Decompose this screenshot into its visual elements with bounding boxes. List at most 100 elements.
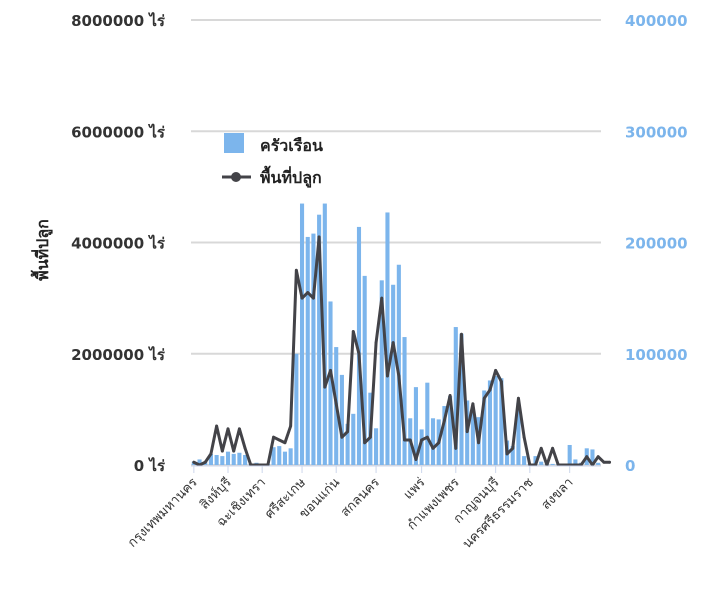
bar[interactable] — [328, 301, 333, 465]
line-point[interactable] — [289, 424, 293, 428]
bar[interactable] — [448, 396, 453, 465]
line-point[interactable] — [596, 455, 600, 459]
line-point[interactable] — [283, 441, 287, 445]
line-point[interactable] — [494, 369, 498, 372]
bar[interactable] — [299, 203, 305, 465]
bar[interactable] — [339, 374, 344, 465]
bar[interactable] — [231, 453, 236, 466]
line-point[interactable] — [431, 446, 435, 450]
line-point[interactable] — [425, 435, 429, 439]
line-point[interactable] — [317, 235, 321, 239]
bar[interactable] — [208, 453, 213, 466]
line-point[interactable] — [340, 435, 344, 439]
line-point[interactable] — [243, 446, 247, 450]
line-point[interactable] — [203, 460, 207, 464]
bar[interactable] — [567, 444, 572, 465]
bar[interactable] — [487, 380, 493, 465]
bar[interactable] — [351, 413, 356, 465]
bar[interactable] — [317, 214, 322, 465]
bar[interactable] — [225, 451, 231, 465]
bar[interactable] — [322, 203, 327, 465]
line-point[interactable] — [272, 435, 275, 439]
bar[interactable] — [430, 418, 436, 465]
bar[interactable] — [379, 280, 384, 465]
line-point[interactable] — [209, 452, 213, 456]
line-point[interactable] — [414, 458, 418, 461]
bar[interactable] — [539, 461, 544, 465]
bar[interactable] — [214, 454, 219, 465]
line-point[interactable] — [471, 402, 475, 406]
line-point[interactable] — [329, 369, 332, 372]
bar[interactable] — [413, 387, 418, 466]
bar[interactable] — [282, 451, 288, 465]
line-point[interactable] — [215, 424, 219, 428]
line-point[interactable] — [585, 455, 589, 459]
bar[interactable] — [362, 275, 367, 466]
bar[interactable] — [396, 264, 401, 465]
line-point[interactable] — [363, 441, 367, 445]
line-point[interactable] — [443, 419, 446, 422]
bar[interactable] — [311, 233, 316, 465]
bar[interactable] — [294, 353, 299, 465]
line-point[interactable] — [499, 380, 503, 383]
line-point[interactable] — [368, 435, 372, 439]
line-point[interactable] — [374, 341, 378, 345]
line-point[interactable] — [454, 446, 458, 450]
bar[interactable] — [385, 212, 390, 465]
legend-item-households[interactable]: ครัวเรือน — [224, 133, 323, 155]
bar[interactable] — [374, 428, 379, 465]
line-point[interactable] — [511, 446, 515, 450]
line-point[interactable] — [460, 332, 463, 336]
line-point[interactable] — [403, 438, 406, 442]
bar[interactable] — [197, 459, 202, 465]
line-point[interactable] — [238, 427, 241, 431]
bar[interactable] — [220, 456, 225, 465]
bar[interactable] — [288, 448, 293, 465]
line-point[interactable] — [312, 296, 315, 300]
line-point[interactable] — [539, 446, 543, 450]
bar[interactable] — [470, 412, 475, 465]
bar[interactable] — [499, 378, 504, 465]
bar[interactable] — [237, 452, 242, 465]
line-point[interactable] — [192, 460, 196, 464]
bar[interactable] — [305, 236, 310, 465]
line-point[interactable] — [323, 385, 327, 389]
bar[interactable] — [522, 456, 527, 465]
line-point[interactable] — [465, 430, 469, 434]
bar[interactable] — [510, 446, 515, 465]
line-point[interactable] — [602, 460, 606, 464]
bar[interactable] — [419, 429, 424, 465]
line-point[interactable] — [551, 446, 554, 450]
bar[interactable] — [453, 327, 458, 465]
bar[interactable] — [425, 382, 430, 465]
line-path[interactable] — [192, 235, 612, 467]
bar[interactable] — [356, 226, 362, 465]
line-point[interactable] — [448, 394, 452, 397]
line-point[interactable] — [477, 441, 480, 445]
line-point[interactable] — [232, 449, 236, 453]
line-point[interactable] — [351, 330, 355, 333]
line-point[interactable] — [294, 268, 298, 272]
legend-item-planted-area[interactable]: พื้นที่ปลูก — [222, 165, 322, 189]
line-point[interactable] — [517, 396, 520, 400]
bar[interactable] — [596, 462, 601, 465]
bar[interactable] — [402, 337, 407, 465]
bar[interactable] — [442, 406, 447, 465]
line-point[interactable] — [408, 438, 412, 442]
line-point[interactable] — [482, 396, 486, 400]
bar[interactable] — [573, 459, 578, 465]
line-point[interactable] — [488, 388, 492, 392]
bar[interactable] — [482, 390, 487, 465]
line-point[interactable] — [437, 441, 441, 445]
line-point[interactable] — [386, 374, 389, 378]
bar[interactable] — [590, 449, 595, 465]
line-point[interactable] — [608, 460, 611, 464]
line-point[interactable] — [505, 452, 509, 456]
line-point[interactable] — [357, 352, 361, 356]
line-point[interactable] — [397, 374, 401, 378]
line-point[interactable] — [277, 438, 281, 442]
line-point[interactable] — [380, 296, 384, 300]
bar[interactable] — [550, 463, 555, 465]
bar[interactable] — [459, 333, 464, 465]
line-point[interactable] — [300, 296, 304, 300]
